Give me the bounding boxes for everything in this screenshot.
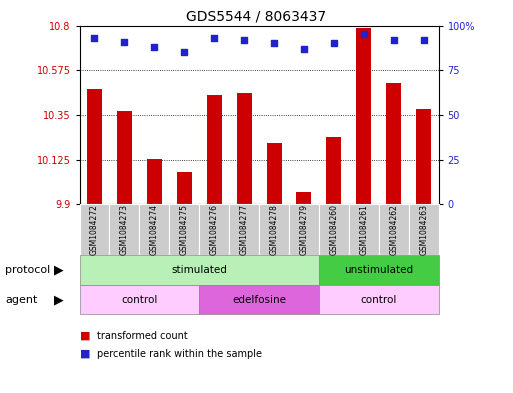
Text: control: control	[121, 295, 157, 305]
Text: GSM1084275: GSM1084275	[180, 204, 189, 255]
Text: transformed count: transformed count	[97, 331, 188, 341]
Point	[300, 46, 308, 52]
Point	[150, 44, 159, 50]
Text: percentile rank within the sample: percentile rank within the sample	[97, 349, 263, 359]
Text: GSM1084273: GSM1084273	[120, 204, 129, 255]
Bar	[207, 95, 222, 204]
Point	[210, 35, 219, 41]
Bar	[147, 159, 162, 204]
Bar	[357, 28, 371, 204]
Text: GSM1084261: GSM1084261	[359, 204, 368, 255]
Text: GSM1084260: GSM1084260	[329, 204, 339, 255]
Text: ■: ■	[80, 349, 90, 359]
Bar	[177, 172, 192, 204]
Text: GSM1084278: GSM1084278	[269, 204, 279, 255]
Bar	[416, 109, 431, 204]
Point	[330, 40, 338, 46]
Point	[240, 37, 248, 43]
Point	[270, 40, 278, 46]
Text: GSM1084263: GSM1084263	[419, 204, 428, 255]
Point	[90, 35, 98, 41]
Text: GSM1084276: GSM1084276	[210, 204, 219, 255]
Text: GSM1084279: GSM1084279	[300, 204, 308, 255]
Text: agent: agent	[5, 295, 37, 305]
Point	[360, 31, 368, 38]
Bar	[386, 83, 401, 204]
Text: protocol: protocol	[5, 265, 50, 275]
Text: control: control	[361, 295, 397, 305]
Point	[120, 39, 128, 45]
Point	[180, 49, 188, 55]
Bar	[326, 137, 341, 204]
Bar	[267, 143, 282, 204]
Text: GSM1084262: GSM1084262	[389, 204, 398, 255]
Point	[390, 37, 398, 43]
Text: GSM1084277: GSM1084277	[240, 204, 249, 255]
Point	[420, 37, 428, 43]
Text: GDS5544 / 8063437: GDS5544 / 8063437	[186, 10, 327, 24]
Text: ▶: ▶	[54, 293, 64, 306]
Bar	[297, 193, 311, 204]
Bar	[87, 89, 102, 204]
Text: stimulated: stimulated	[171, 265, 227, 275]
Text: unstimulated: unstimulated	[344, 265, 413, 275]
Text: ■: ■	[80, 331, 90, 341]
Text: ▶: ▶	[54, 264, 64, 277]
Text: edelfosine: edelfosine	[232, 295, 286, 305]
Text: GSM1084274: GSM1084274	[150, 204, 159, 255]
Text: GSM1084272: GSM1084272	[90, 204, 99, 255]
Bar	[117, 111, 132, 204]
Bar	[236, 93, 251, 204]
